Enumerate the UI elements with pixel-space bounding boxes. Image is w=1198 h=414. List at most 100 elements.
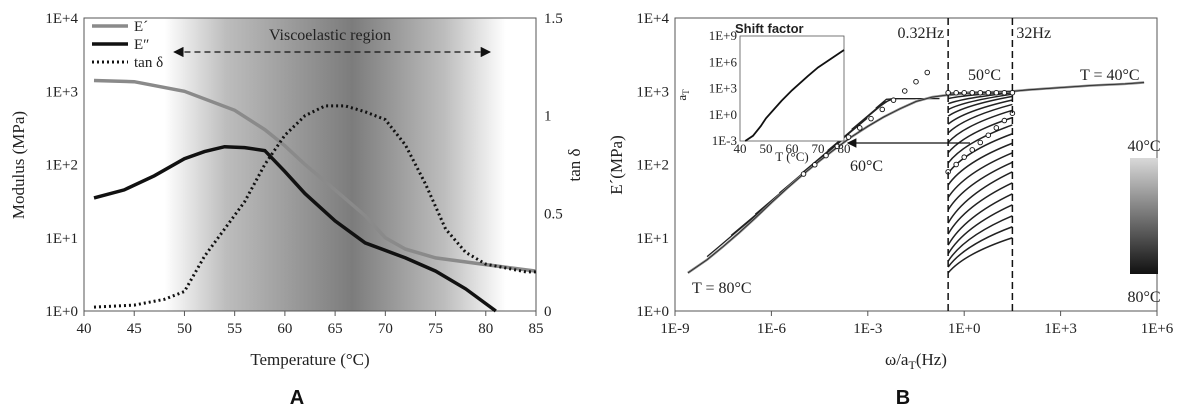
b-y-tick-label: 1E+4 bbox=[636, 11, 669, 27]
chart-b-frequency-marks: 0.32Hz 32Hz bbox=[897, 18, 1051, 311]
chart-b-ylabel: E´(MPa) bbox=[607, 135, 626, 194]
isotherm-14 bbox=[947, 103, 1013, 134]
colorbar-bottom-label: 80°C bbox=[1127, 289, 1160, 306]
b-y-tick-label: 1E+2 bbox=[636, 158, 669, 174]
y-tick-label: 1E+0 bbox=[45, 304, 78, 320]
marker-50c bbox=[1009, 89, 1016, 96]
colorbar bbox=[1130, 158, 1158, 274]
x-tick-label: 75 bbox=[428, 321, 443, 337]
marker-50c bbox=[1001, 89, 1008, 96]
isotherm-6 bbox=[947, 171, 1013, 224]
panel-a: Viscoelastic region 40 45 50 55 60 65 70 75 80 85… bbox=[9, 11, 584, 409]
inset-title: Shift factor bbox=[735, 21, 804, 36]
chart-a-frame bbox=[83, 17, 537, 312]
b-y-tick-label: 1E+1 bbox=[636, 231, 669, 247]
marker-60c-iso bbox=[993, 125, 1000, 131]
x-tick-label: 70 bbox=[378, 321, 393, 337]
region-label: Viscoelastic region bbox=[269, 27, 391, 44]
marker-60c bbox=[823, 152, 829, 159]
x-tick-label: 50 bbox=[177, 321, 192, 337]
chart-b-ticks: 1E-9 1E-6 1E-3 1E+0 1E+3 1E+6 1E+0 1E+1 1E+2 1E+3… bbox=[636, 11, 1173, 337]
y-tick-label: 1E+4 bbox=[45, 11, 78, 27]
chart-b-xlabel: ω/aT(Hz) bbox=[885, 350, 947, 372]
b-x-tick-label: 1E+0 bbox=[948, 321, 981, 337]
marker-50c bbox=[977, 89, 984, 96]
chart-a-ylabel: Modulus (MPa) bbox=[9, 111, 28, 219]
x-tick-label: 80 bbox=[478, 321, 493, 337]
isotherm-7 bbox=[947, 161, 1013, 211]
isotherm-11 bbox=[947, 124, 1013, 164]
chart-b-xlabel-sub: T bbox=[908, 358, 916, 372]
isotherm-0 bbox=[947, 237, 1013, 274]
marker-60c-iso bbox=[1001, 117, 1008, 124]
b-x-tick-label: 1E-9 bbox=[660, 321, 689, 337]
marker-60c bbox=[834, 143, 841, 150]
panel-b: 1E-9 1E-6 1E-3 1E+0 1E+3 1E+6 1E+0 1E+1 1E+2 1E+3… bbox=[607, 11, 1174, 409]
b-y-tick-label: 1E+3 bbox=[636, 84, 669, 100]
marker-50c bbox=[993, 89, 1000, 96]
inset-ylabel: aT bbox=[674, 89, 691, 101]
x-tick-label: 40 bbox=[77, 321, 92, 337]
marker-60c bbox=[812, 162, 818, 168]
viscoelastic-region-shading bbox=[164, 18, 506, 311]
freq-label-1: 32Hz bbox=[1016, 25, 1051, 42]
isotherm-17 bbox=[947, 93, 1013, 111]
y-tick-label: 1E+1 bbox=[45, 231, 78, 247]
isotherm-9 bbox=[947, 142, 1013, 186]
x-tick-label: 85 bbox=[529, 321, 544, 337]
marker-60c bbox=[868, 115, 874, 122]
inset-x-tick: 60 bbox=[786, 141, 799, 156]
y-tick-label: 1E+2 bbox=[45, 158, 78, 174]
y2-tick-label: 0 bbox=[544, 304, 552, 320]
b-x-tick-label: 1E+6 bbox=[1141, 321, 1174, 337]
y2-tick-label: 1 bbox=[544, 109, 552, 125]
inset-y-tick: 1E+3 bbox=[709, 81, 737, 96]
annotation-t50: 50°C bbox=[968, 67, 1001, 84]
inset-ticks: 40 50 60 70 80 1E-3 1E+0 1E+3 1E+6 1E+9 bbox=[709, 28, 851, 156]
chart-b-xlabel-main: ω/a bbox=[885, 350, 909, 369]
inset-xlabel: T (°C) bbox=[775, 149, 808, 164]
inset-curve bbox=[744, 49, 845, 142]
chart-a-legend: E´ E″ tan δ bbox=[92, 19, 163, 71]
inset-x-tick: 50 bbox=[760, 141, 773, 156]
marker-60c-iso bbox=[985, 132, 992, 138]
isotherm-4 bbox=[947, 193, 1013, 246]
marker-60c bbox=[913, 78, 919, 85]
isotherm-3 bbox=[947, 204, 1013, 255]
isotherm-13 bbox=[947, 109, 1013, 144]
shifted-segment-6 bbox=[851, 97, 916, 130]
marker-50c bbox=[953, 89, 959, 96]
marker-50c bbox=[945, 89, 951, 96]
freq-label-0: 0.32Hz bbox=[897, 25, 944, 42]
b-x-tick-label: 1E-3 bbox=[853, 321, 882, 337]
y2-tick-label: 1.5 bbox=[544, 11, 563, 27]
marker-60c bbox=[890, 97, 897, 103]
master-curve-edge bbox=[687, 82, 1145, 274]
marker-60c-iso bbox=[953, 161, 959, 168]
b-x-tick-label: 1E-6 bbox=[757, 321, 787, 337]
marker-60c bbox=[924, 69, 930, 76]
inset-ylabel-sub: T bbox=[681, 89, 691, 95]
marker-60c-iso bbox=[961, 154, 967, 160]
b-y-tick-label: 1E+0 bbox=[636, 304, 669, 320]
series-line-0 bbox=[93, 78, 537, 273]
chart-a-xlabel: Temperature (°C) bbox=[250, 350, 369, 369]
x-tick-label: 55 bbox=[227, 321, 242, 337]
isotherm-16 bbox=[947, 95, 1013, 117]
inset-y-tick: 1E-3 bbox=[712, 133, 737, 148]
marker-60c-iso bbox=[969, 147, 975, 153]
legend-label-0: E´ bbox=[134, 19, 148, 35]
x-tick-label: 60 bbox=[277, 321, 292, 337]
shifted-segment-5 bbox=[827, 98, 892, 152]
isotherm-1 bbox=[947, 226, 1013, 268]
legend-label-2: tan δ bbox=[134, 55, 163, 71]
inset-ylabel-main: a bbox=[674, 95, 689, 101]
chart-a-y2label: tan δ bbox=[565, 148, 584, 181]
marker-50c bbox=[969, 89, 975, 96]
marker-60c bbox=[857, 125, 863, 131]
inset-x-tick: 40 bbox=[734, 141, 747, 156]
isotherm-8 bbox=[947, 152, 1013, 198]
chart-a-ticks: 40 45 50 55 60 65 70 75 80 85 1E+0 1E+1 1E+2 1E+3 1E+4… bbox=[45, 11, 562, 337]
b-x-tick-label: 1E+3 bbox=[1044, 321, 1077, 337]
